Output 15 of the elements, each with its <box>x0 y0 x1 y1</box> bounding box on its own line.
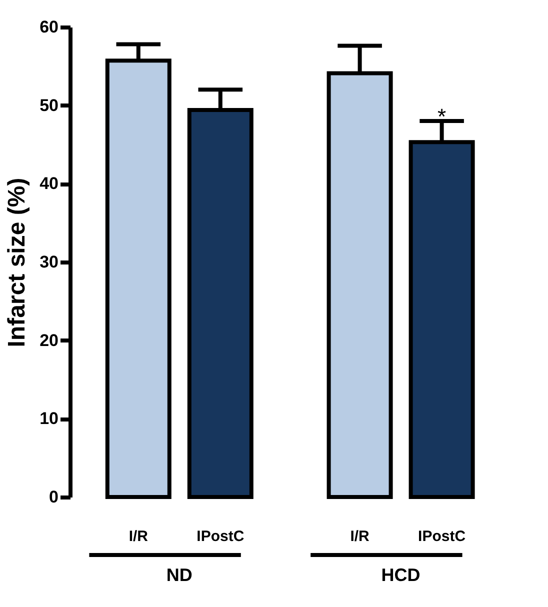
x-tick-label: I/R <box>350 528 370 545</box>
y-tick-label: 60 <box>40 18 58 36</box>
y-tick-label: 50 <box>40 96 58 115</box>
y-axis-title: Infarct size (%) <box>4 178 31 348</box>
y-tick-label: 0 <box>49 488 58 506</box>
y-tick-label: 10 <box>40 409 58 428</box>
y-tick-label: 40 <box>40 174 58 194</box>
x-tick-label: I/R <box>128 528 148 545</box>
x-tick-label: IPostC <box>418 528 466 545</box>
text: HCD <box>381 565 420 585</box>
y-tick-label: 20 <box>40 330 58 350</box>
annotation: * <box>438 104 447 129</box>
text: ND <box>166 565 192 585</box>
x-tick-label: IPostC <box>196 528 244 545</box>
y-tick-label: 30 <box>40 252 58 272</box>
